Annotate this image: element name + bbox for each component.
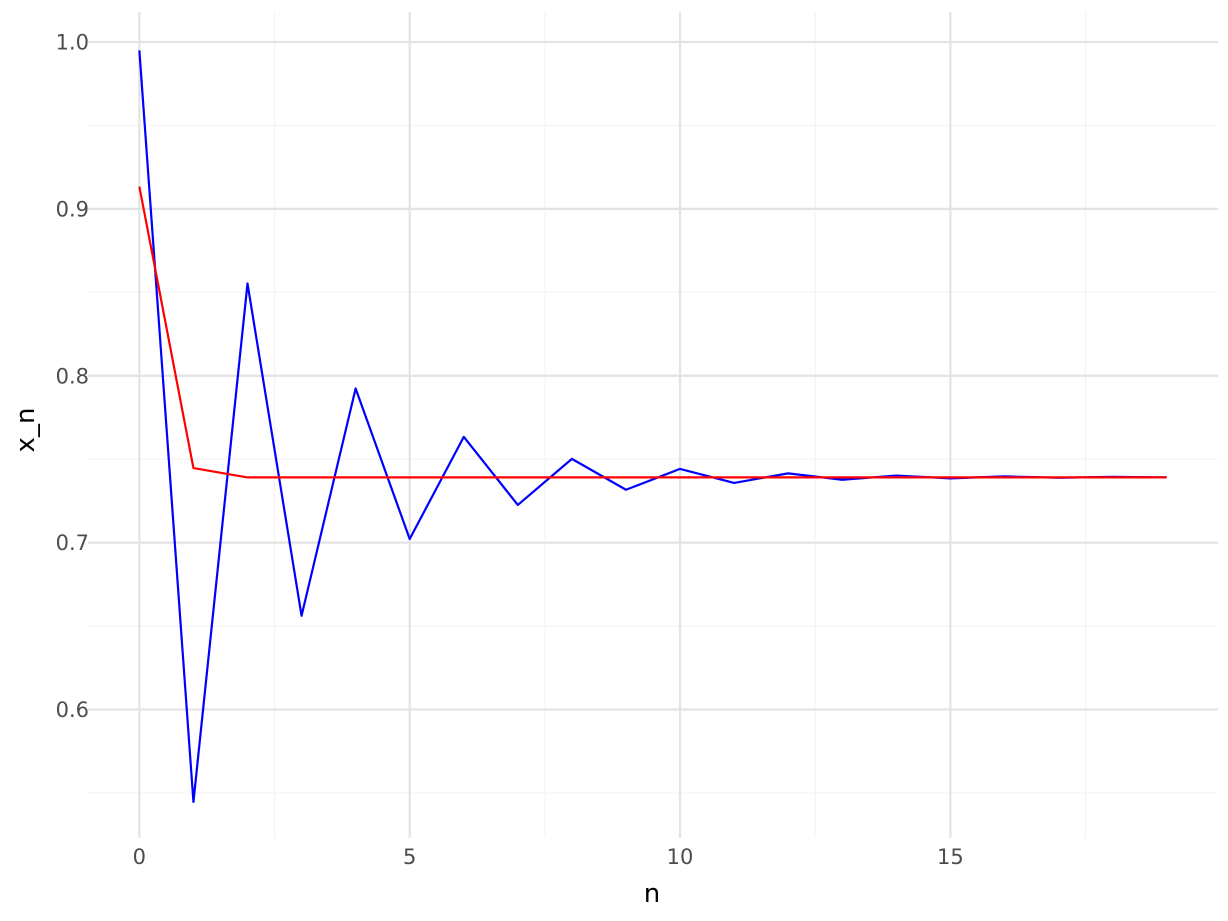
y-tick-label: 0.9 xyxy=(56,197,89,221)
y-tick-label: 0.7 xyxy=(56,531,89,555)
x-tick-label: 15 xyxy=(937,845,964,869)
y-axis-ticks: 0.6 0.7 0.8 0.9 1.0 xyxy=(56,31,89,722)
x-tick-label: 10 xyxy=(667,845,694,869)
series-layer xyxy=(138,50,1167,804)
major-gridlines xyxy=(88,12,1218,838)
x-tick-label: 5 xyxy=(403,845,416,869)
y-tick-label: 0.6 xyxy=(56,698,89,722)
x-axis-title: n xyxy=(644,879,660,909)
series-line-1 xyxy=(138,50,1167,804)
y-tick-label: 1.0 xyxy=(56,31,89,55)
minor-gridlines xyxy=(88,12,1218,838)
y-tick-label: 0.8 xyxy=(56,364,89,388)
x-tick-label: 0 xyxy=(133,845,146,869)
y-axis-title: x_n xyxy=(11,408,41,453)
x-axis-ticks: 0 5 10 15 xyxy=(133,845,964,869)
series-line-2 xyxy=(138,186,1167,479)
